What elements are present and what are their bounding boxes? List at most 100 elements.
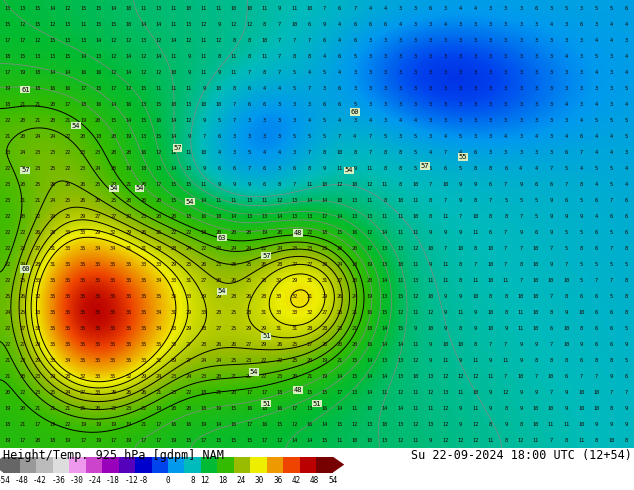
Text: 9: 9	[610, 374, 613, 379]
Text: 5: 5	[353, 101, 356, 107]
Text: 51: 51	[262, 333, 271, 339]
Text: 3: 3	[398, 70, 401, 74]
Text: 11: 11	[442, 358, 448, 363]
Text: 3: 3	[262, 118, 266, 122]
Text: 21: 21	[20, 101, 26, 107]
Text: 3: 3	[247, 134, 250, 139]
Text: 35: 35	[125, 278, 131, 283]
Bar	[250, 457, 267, 472]
Text: 6: 6	[353, 22, 356, 26]
Text: -18: -18	[106, 476, 120, 485]
Text: 12: 12	[35, 38, 41, 43]
Text: 35: 35	[125, 294, 131, 299]
Text: 7: 7	[579, 149, 583, 155]
Text: 10: 10	[488, 262, 494, 267]
Text: 10: 10	[533, 406, 539, 411]
Text: 3: 3	[550, 5, 553, 10]
Text: 54: 54	[110, 185, 119, 191]
Text: 9: 9	[323, 22, 326, 26]
Text: 21: 21	[231, 374, 237, 379]
Text: 35: 35	[110, 326, 117, 331]
Text: 11: 11	[503, 358, 509, 363]
Bar	[53, 457, 69, 472]
Text: 8: 8	[384, 197, 387, 203]
Bar	[135, 457, 152, 472]
Text: 8: 8	[429, 197, 432, 203]
Text: 31: 31	[49, 262, 56, 267]
Text: 20: 20	[246, 374, 252, 379]
Text: 11: 11	[472, 406, 479, 411]
Text: 28: 28	[216, 310, 222, 315]
Text: 11: 11	[412, 262, 418, 267]
Text: 11: 11	[412, 342, 418, 347]
Text: 35: 35	[110, 294, 117, 299]
Text: 14: 14	[291, 438, 297, 443]
Text: 5: 5	[625, 326, 628, 331]
Text: 9: 9	[474, 182, 477, 187]
Text: 10: 10	[442, 182, 448, 187]
Text: 3: 3	[534, 149, 538, 155]
Text: 6: 6	[338, 101, 341, 107]
Text: 3: 3	[353, 70, 356, 74]
Text: 14: 14	[382, 278, 388, 283]
Text: 54: 54	[135, 185, 144, 191]
Text: 10: 10	[366, 406, 373, 411]
Text: 24: 24	[337, 262, 343, 267]
Text: 22: 22	[65, 149, 71, 155]
Text: 29: 29	[80, 214, 86, 219]
Text: 10: 10	[533, 294, 539, 299]
Text: 23: 23	[216, 262, 222, 267]
Text: 10: 10	[608, 438, 614, 443]
Text: 4: 4	[504, 134, 507, 139]
Text: 10: 10	[548, 278, 554, 283]
Text: 11: 11	[231, 70, 237, 74]
Text: 4: 4	[217, 149, 221, 155]
Text: 6: 6	[233, 166, 236, 171]
Text: 5: 5	[625, 86, 628, 91]
Text: 12: 12	[231, 22, 237, 26]
Text: 19: 19	[80, 118, 86, 122]
Text: 26: 26	[140, 230, 146, 235]
Text: 5: 5	[595, 118, 598, 122]
Text: 21: 21	[49, 406, 56, 411]
Text: 29: 29	[246, 326, 252, 331]
Text: 23: 23	[171, 374, 177, 379]
Text: 11: 11	[472, 358, 479, 363]
Text: 6: 6	[579, 294, 583, 299]
Text: 29: 29	[261, 342, 268, 347]
Text: 3: 3	[564, 86, 567, 91]
Text: 23: 23	[4, 149, 11, 155]
Text: 19: 19	[171, 438, 177, 443]
Bar	[86, 457, 102, 472]
Text: 30: 30	[200, 310, 207, 315]
Text: 30: 30	[186, 294, 192, 299]
Text: 31: 31	[49, 245, 56, 251]
Text: 4: 4	[610, 149, 613, 155]
Text: 9: 9	[504, 422, 507, 427]
Bar	[184, 457, 201, 472]
Text: 6: 6	[595, 326, 598, 331]
Bar	[217, 457, 234, 472]
Text: 13: 13	[352, 390, 358, 395]
Text: 28: 28	[246, 310, 252, 315]
Text: 33: 33	[171, 326, 177, 331]
Text: 26: 26	[200, 262, 207, 267]
Text: 3: 3	[444, 5, 447, 10]
Text: 35: 35	[95, 294, 101, 299]
Text: 6: 6	[262, 166, 266, 171]
Text: 9: 9	[459, 230, 462, 235]
Text: 28: 28	[231, 294, 237, 299]
Text: 3: 3	[459, 53, 462, 58]
Text: 24: 24	[95, 166, 101, 171]
Text: 26: 26	[140, 390, 146, 395]
Text: 4: 4	[262, 149, 266, 155]
Text: 10: 10	[397, 197, 403, 203]
Text: 6: 6	[579, 22, 583, 26]
Text: 21: 21	[20, 422, 26, 427]
Text: 11: 11	[261, 5, 268, 10]
Text: 28: 28	[171, 245, 177, 251]
Text: 20: 20	[231, 390, 237, 395]
Text: 13: 13	[80, 38, 86, 43]
Text: 10: 10	[366, 438, 373, 443]
Text: 26: 26	[110, 390, 117, 395]
